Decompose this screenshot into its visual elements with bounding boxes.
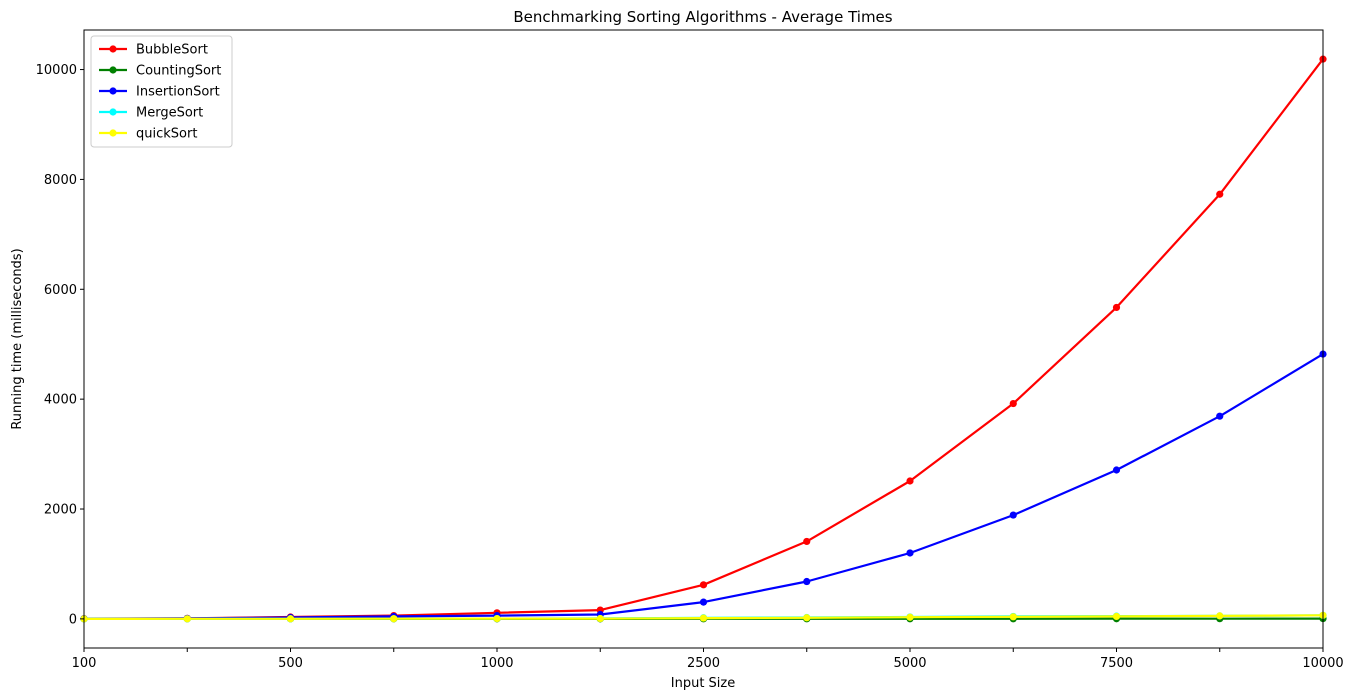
data-point-quicksort bbox=[803, 614, 811, 622]
plot-frame bbox=[83, 29, 1324, 649]
y-tick-label: 0 bbox=[69, 612, 77, 627]
plot-area bbox=[80, 55, 1327, 623]
data-point-insertionsort bbox=[1112, 466, 1121, 474]
legend-label-mergesort: MergeSort bbox=[136, 106, 203, 121]
legend-label-insertionsort: InsertionSort bbox=[136, 85, 220, 100]
data-point-quicksort bbox=[596, 614, 604, 623]
series-line-bubblesort bbox=[83, 58, 1324, 620]
legend-marker-countingsort bbox=[109, 66, 117, 74]
data-point-quicksort bbox=[1009, 613, 1017, 621]
x-tick-label: 2500 bbox=[687, 656, 720, 671]
x-tick-label: 500 bbox=[278, 656, 303, 671]
data-point-insertionsort bbox=[1009, 511, 1017, 519]
legend-marker-mergesort bbox=[109, 108, 117, 116]
legend-box bbox=[90, 35, 233, 148]
data-point-quicksort bbox=[493, 615, 501, 623]
data-point-quicksort bbox=[183, 615, 191, 623]
legend-label-countingsort: CountingSort bbox=[136, 64, 221, 79]
legend-label-quicksort: quickSort bbox=[136, 127, 197, 142]
data-point-insertionsort bbox=[906, 549, 914, 557]
data-point-quicksort bbox=[390, 615, 398, 623]
data-point-bubblesort bbox=[699, 581, 708, 589]
x-tick-label: 10000 bbox=[1302, 656, 1343, 671]
x-tick-label: 7500 bbox=[1100, 656, 1133, 671]
series-line-insertionsort bbox=[83, 353, 1324, 620]
y-axis: 0 2000 4000 6000 8000 10000 bbox=[36, 63, 84, 627]
y-tick-label: 8000 bbox=[44, 173, 77, 188]
y-tick-label: 10000 bbox=[36, 63, 77, 78]
data-point-bubblesort bbox=[803, 537, 811, 546]
data-point-bubblesort bbox=[1216, 190, 1224, 198]
y-tick-label: 6000 bbox=[44, 283, 77, 298]
legend-label-bubblesort: BubbleSort bbox=[136, 43, 208, 58]
data-point-insertionsort bbox=[803, 577, 811, 586]
y-tick-label: 4000 bbox=[44, 393, 77, 408]
data-point-insertionsort bbox=[699, 598, 708, 606]
x-axis: 100 500 1000 2500 5000 7500 10000 bbox=[72, 648, 1344, 671]
legend-marker-quicksort bbox=[109, 129, 117, 137]
data-point-quicksort bbox=[1112, 612, 1121, 621]
chart-title: Benchmarking Sorting Algorithms - Averag… bbox=[513, 8, 892, 26]
legend: BubbleSort CountingSort InsertionSort Merge… bbox=[90, 35, 233, 148]
legend-marker-insertionsort bbox=[109, 87, 117, 95]
data-point-quicksort bbox=[906, 613, 914, 621]
data-point-bubblesort bbox=[1112, 303, 1121, 312]
x-tick-label: 5000 bbox=[893, 656, 926, 671]
data-point-quicksort bbox=[699, 614, 708, 622]
x-tick-label: 1000 bbox=[480, 656, 513, 671]
data-point-bubblesort bbox=[906, 477, 914, 485]
legend-marker-bubblesort bbox=[109, 45, 117, 53]
data-point-bubblesort bbox=[1009, 399, 1017, 408]
x-axis-label: Input Size bbox=[671, 676, 735, 691]
y-tick-label: 2000 bbox=[44, 503, 77, 518]
data-point-insertionsort bbox=[1216, 412, 1224, 420]
x-tick-label: 100 bbox=[72, 656, 97, 671]
data-point-quicksort bbox=[286, 615, 295, 623]
y-axis-label: Running time (milliseconds) bbox=[10, 248, 25, 429]
data-point-quicksort bbox=[1216, 612, 1224, 620]
